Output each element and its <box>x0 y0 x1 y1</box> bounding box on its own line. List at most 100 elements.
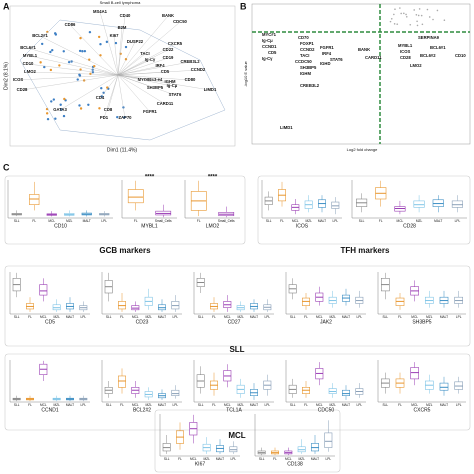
group-label: MALT <box>440 403 448 407</box>
loading-arrow <box>117 74 191 81</box>
sample-dot <box>46 30 49 34</box>
gene-label: SH3BP5 <box>147 85 164 90</box>
loading-arrow <box>117 61 191 76</box>
sample-dot <box>79 107 83 110</box>
sample-dot <box>62 114 66 118</box>
gene-label: FGFR1 <box>143 109 157 114</box>
box <box>451 200 463 208</box>
box <box>413 200 425 208</box>
group-label: MALT <box>440 315 448 319</box>
group-label: LPL <box>80 403 86 407</box>
sample-dot <box>105 40 109 44</box>
group-label: MZL <box>329 403 336 407</box>
loading-arrow <box>117 74 151 113</box>
sample-dot <box>40 42 44 46</box>
gene-name: CCND1 <box>41 407 58 413</box>
gene-name: CD5 <box>45 319 55 325</box>
gene-dot <box>405 13 407 16</box>
loading-arrow <box>117 15 169 76</box>
significance: **** <box>145 175 155 181</box>
group-label: LPL <box>264 315 270 319</box>
sample-dot <box>79 36 82 40</box>
loading-arrow <box>99 11 119 76</box>
gene-label: CD19 <box>163 55 174 60</box>
gene-dot <box>413 9 416 11</box>
sample-dot <box>78 104 81 107</box>
loading-arrow <box>59 74 119 111</box>
gene-dot <box>403 12 405 15</box>
loading-arrow <box>117 74 173 87</box>
group-label: LPL <box>230 457 236 461</box>
gene-label: IGHM <box>165 79 176 84</box>
x-axis-label: Log2 fold change <box>347 147 378 152</box>
loading-arrow <box>17 74 119 81</box>
gene-dot <box>426 8 429 11</box>
group-label: MALT <box>342 403 350 407</box>
loading-arrow <box>99 74 119 99</box>
group-label: MCL <box>397 219 404 223</box>
group-label: FL <box>32 219 36 223</box>
group-label: LPL <box>325 457 331 461</box>
group-label: MCL <box>132 315 139 319</box>
gene-label: CCDC50 <box>295 59 312 64</box>
loading-arrow <box>117 27 123 76</box>
sample-dot <box>76 78 79 81</box>
gene-name: CD28 <box>403 223 416 229</box>
gene-name: KI67 <box>195 461 206 467</box>
group-label: SLL <box>359 219 365 223</box>
group-label: FL <box>120 315 124 319</box>
group-label: SLL <box>14 219 20 223</box>
group-label: Small_Cells <box>218 219 235 223</box>
gene-dot <box>436 9 439 12</box>
gene-label: BCL6#1 <box>20 45 36 50</box>
loading-arrow <box>29 71 119 76</box>
loading-arrow <box>117 57 169 76</box>
sample-dot <box>91 71 95 74</box>
group-label: MALT <box>158 403 166 407</box>
gene-label: B2M <box>118 25 127 30</box>
gene-label: CD28 <box>17 87 28 92</box>
gene-name: SH3BP5 <box>412 319 431 325</box>
loading-arrow <box>117 74 126 119</box>
loading-arrow <box>117 21 181 76</box>
gene-name: BCL2#2 <box>133 407 151 413</box>
gene-label: CARD11 <box>157 101 174 106</box>
group-label: MALT <box>83 219 91 223</box>
sample-dot <box>124 45 128 49</box>
box <box>331 201 340 209</box>
group-label: SLL <box>106 403 112 407</box>
sample-dot <box>60 108 63 111</box>
sample-dot <box>51 48 54 52</box>
gene-dot <box>409 23 412 26</box>
group-label: FL <box>212 315 216 319</box>
loading-arrow <box>21 74 119 91</box>
sample-dot <box>97 35 101 39</box>
group-label: MZL <box>237 315 244 319</box>
group-label: MCL <box>224 315 231 319</box>
group-label: FL <box>398 403 402 407</box>
group-label: FL <box>28 315 32 319</box>
group-label: MZL <box>426 403 433 407</box>
gene-dot <box>393 13 395 16</box>
sample-dot <box>99 54 102 57</box>
group-label: MZL <box>426 315 433 319</box>
group-label: MALT <box>66 315 74 319</box>
group-label: FL <box>379 219 383 223</box>
group-label: MZL <box>298 457 305 461</box>
gene-label: LIMD1 <box>280 125 293 130</box>
group-label: SLL <box>290 403 296 407</box>
gene-dot <box>428 16 431 18</box>
gene-label: Ig-Cγ <box>262 56 273 61</box>
gene-label: TACI <box>300 53 309 58</box>
sample-dot <box>46 117 50 121</box>
gene-label: IGHD <box>320 61 330 66</box>
group-label: MCL <box>132 403 139 407</box>
panel-letter: A <box>3 1 10 11</box>
gene-label: SH3BP5 <box>300 65 317 70</box>
section-frame <box>154 409 341 473</box>
panel-letter: C <box>3 162 10 172</box>
y-axis-label: -log10 E value <box>243 60 248 86</box>
gene-name: CXCR5 <box>414 407 431 413</box>
gene-label: Ig-Cμ <box>262 38 273 43</box>
group-label: MALT <box>250 403 258 407</box>
